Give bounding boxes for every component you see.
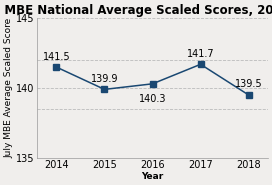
Text: 139.5: 139.5 (235, 79, 262, 89)
Y-axis label: July MBE Average Scaled Score: July MBE Average Scaled Score (4, 18, 13, 158)
Text: 139.9: 139.9 (91, 74, 118, 84)
X-axis label: Year: Year (141, 172, 164, 181)
Text: 141.7: 141.7 (187, 49, 214, 59)
Text: 141.5: 141.5 (43, 52, 70, 62)
Text: 140.3: 140.3 (139, 94, 166, 104)
Title: July MBE National Average Scaled Scores, 2014–2018: July MBE National Average Scaled Scores,… (0, 4, 272, 17)
